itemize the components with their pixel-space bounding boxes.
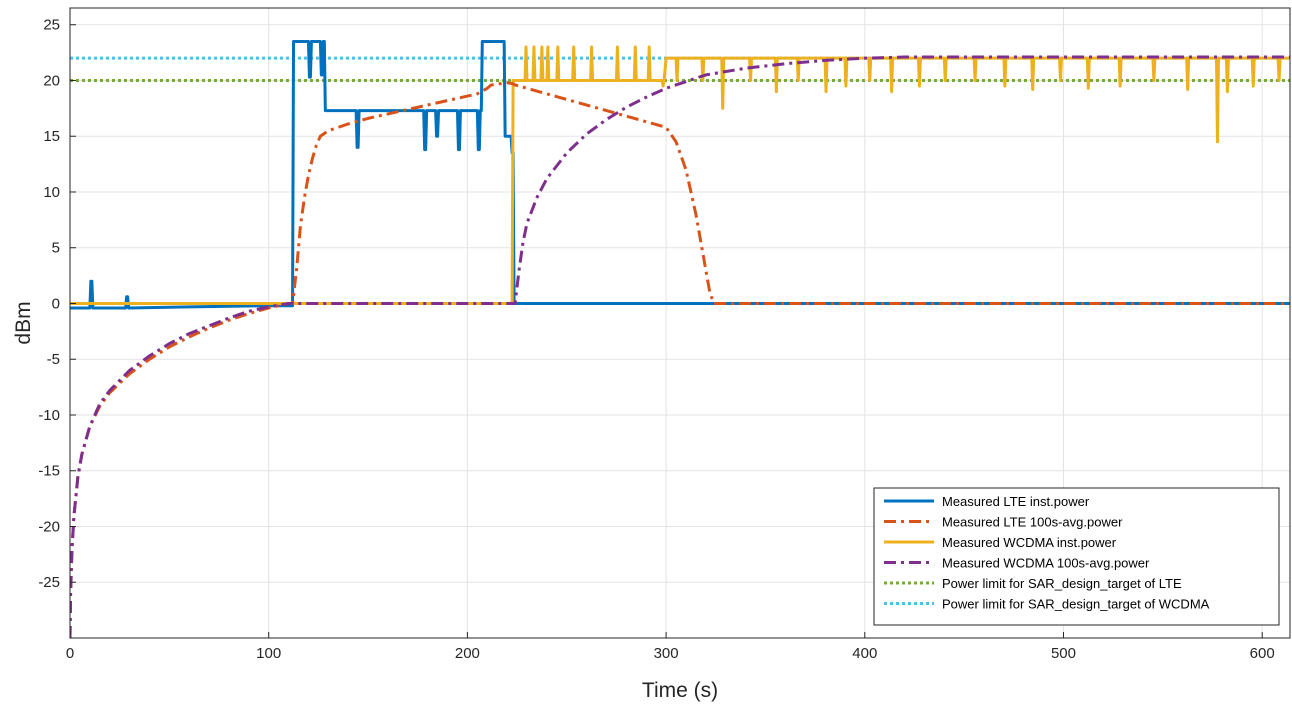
x-axis-label: Time (s) [642, 679, 718, 702]
x-tick-label: 400 [852, 645, 877, 662]
y-tick-label: 0 [52, 295, 60, 312]
y-tick-label: 5 [52, 240, 60, 257]
legend-entry: Measured WCDMA inst.power [942, 535, 1117, 550]
x-tick-label: 0 [66, 645, 74, 662]
y-axis-label: dBm [12, 301, 35, 344]
x-tick-label: 200 [455, 645, 480, 662]
y-tick-label: -20 [38, 518, 60, 535]
x-tick-label: 500 [1051, 645, 1076, 662]
legend: Measured LTE inst.power Measured LTE 100s… [874, 488, 1279, 625]
y-tick-label: 20 [43, 72, 60, 89]
x-tick-label: 300 [654, 645, 679, 662]
legend-entry: Measured LTE 100s-avg.power [942, 515, 1123, 530]
y-tick-label: 10 [43, 184, 60, 201]
y-tick-label: -15 [38, 463, 60, 480]
y-tick-label: 15 [43, 128, 60, 145]
legend-entry: Measured WCDMA 100s-avg.power [942, 556, 1150, 571]
y-tick-label: -25 [38, 574, 60, 591]
legend-entry: Power limit for SAR_design_target of WCD… [942, 597, 1210, 612]
y-tick-label: -10 [38, 407, 60, 424]
y-tick-label: 25 [43, 17, 60, 34]
legend-entry: Measured LTE inst.power [942, 494, 1090, 509]
x-tick-label: 100 [256, 645, 281, 662]
x-tick-label: 600 [1250, 645, 1275, 662]
legend-entry: Power limit for SAR_design_target of LTE [942, 576, 1182, 591]
y-tick-label: -5 [47, 351, 60, 368]
